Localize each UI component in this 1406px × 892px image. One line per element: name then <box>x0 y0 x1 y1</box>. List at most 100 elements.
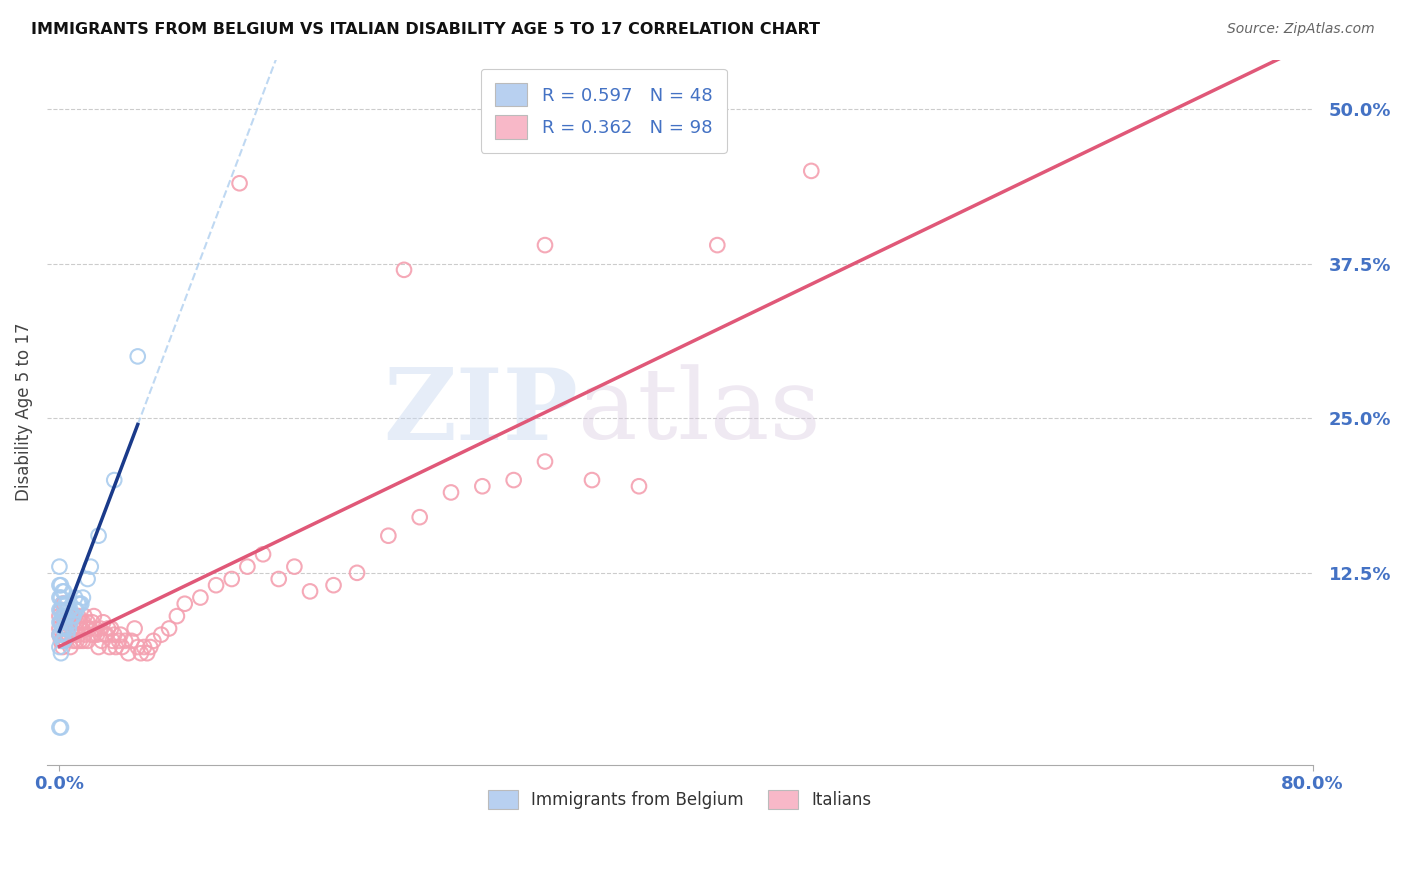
Point <box>136 646 159 660</box>
Point <box>346 566 368 580</box>
Point <box>51 633 73 648</box>
Point <box>66 603 89 617</box>
Point <box>228 176 250 190</box>
Point <box>48 640 70 654</box>
Point <box>471 479 494 493</box>
Point <box>75 622 97 636</box>
Point <box>101 633 124 648</box>
Point <box>67 609 90 624</box>
Point <box>87 640 110 654</box>
Point <box>53 609 76 624</box>
Point <box>58 609 80 624</box>
Point <box>77 622 100 636</box>
Point <box>94 628 117 642</box>
Y-axis label: Disability Age 5 to 17: Disability Age 5 to 17 <box>15 323 32 501</box>
Point <box>49 603 72 617</box>
Point <box>56 615 79 630</box>
Point <box>49 646 72 660</box>
Point <box>63 609 86 624</box>
Point <box>70 597 93 611</box>
Point <box>49 615 72 630</box>
Point <box>103 473 125 487</box>
Point <box>60 628 83 642</box>
Point <box>221 572 243 586</box>
Point <box>48 720 70 734</box>
Point <box>56 628 79 642</box>
Point <box>49 578 72 592</box>
Point <box>173 597 195 611</box>
Point <box>60 609 83 624</box>
Point <box>48 622 70 636</box>
Point <box>67 628 90 642</box>
Point <box>706 238 728 252</box>
Point <box>72 633 94 648</box>
Point <box>502 473 524 487</box>
Point <box>627 479 650 493</box>
Point <box>53 597 76 611</box>
Point <box>56 609 79 624</box>
Legend: Immigrants from Belgium, Italians: Immigrants from Belgium, Italians <box>481 783 879 816</box>
Point <box>53 622 76 636</box>
Point <box>51 640 73 654</box>
Point <box>322 578 344 592</box>
Point <box>51 622 73 636</box>
Point <box>48 591 70 605</box>
Point <box>76 633 98 648</box>
Point <box>51 609 73 624</box>
Point <box>58 622 80 636</box>
Point <box>53 584 76 599</box>
Point <box>100 622 122 636</box>
Point <box>69 633 91 648</box>
Text: atlas: atlas <box>578 364 821 460</box>
Point <box>53 628 76 642</box>
Point <box>132 640 155 654</box>
Point <box>48 603 70 617</box>
Point <box>83 609 105 624</box>
Point <box>49 591 72 605</box>
Point <box>129 646 152 660</box>
Point <box>70 622 93 636</box>
Point <box>55 597 77 611</box>
Point <box>89 622 111 636</box>
Point <box>63 603 86 617</box>
Point <box>800 164 823 178</box>
Point <box>51 609 73 624</box>
Point <box>90 633 112 648</box>
Point <box>59 615 82 630</box>
Point <box>49 628 72 642</box>
Point <box>236 559 259 574</box>
Point <box>392 263 415 277</box>
Point <box>166 609 188 624</box>
Point <box>114 633 136 648</box>
Point <box>127 640 149 654</box>
Point <box>91 615 114 630</box>
Point <box>87 529 110 543</box>
Point <box>56 628 79 642</box>
Point <box>69 597 91 611</box>
Point <box>267 572 290 586</box>
Point <box>55 615 77 630</box>
Point <box>190 591 212 605</box>
Point <box>55 622 77 636</box>
Point <box>69 615 91 630</box>
Point <box>97 622 120 636</box>
Point <box>377 529 399 543</box>
Point <box>66 615 89 630</box>
Point <box>252 547 274 561</box>
Point <box>121 633 143 648</box>
Point <box>117 646 139 660</box>
Point <box>58 603 80 617</box>
Point <box>205 578 228 592</box>
Point <box>60 609 83 624</box>
Point <box>139 640 162 654</box>
Point <box>534 454 557 468</box>
Point <box>56 597 79 611</box>
Point <box>73 609 96 624</box>
Point <box>440 485 463 500</box>
Point <box>66 633 89 648</box>
Point <box>86 628 108 642</box>
Point <box>62 615 84 630</box>
Point <box>73 628 96 642</box>
Point <box>49 615 72 630</box>
Point <box>111 640 134 654</box>
